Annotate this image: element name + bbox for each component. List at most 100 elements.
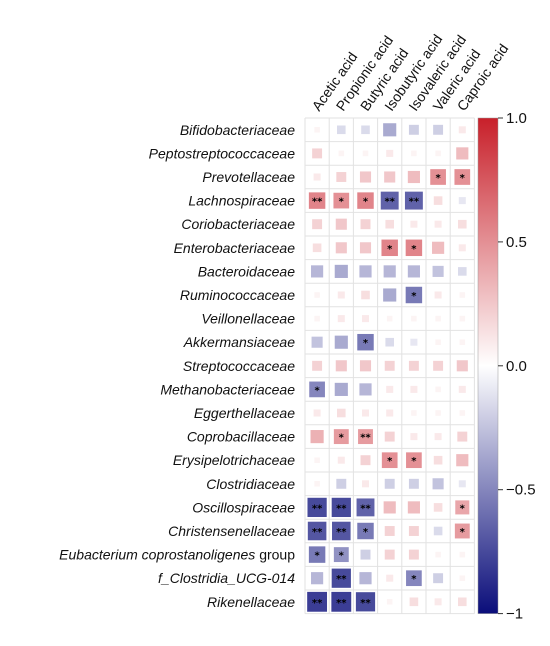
heatmap-cell xyxy=(384,478,395,489)
heatmap-cell xyxy=(314,292,320,298)
significance-label: ** xyxy=(312,197,323,208)
significance-label: * xyxy=(411,244,417,255)
heatmap-cell xyxy=(383,501,396,514)
heatmap-cell xyxy=(331,568,351,588)
significance-label: ** xyxy=(384,197,395,208)
heatmap-cell xyxy=(383,265,396,278)
row-label: Peptostreptococcaceae xyxy=(149,145,296,161)
row-label: Eggerthellaceae xyxy=(194,405,295,421)
heatmap-cell xyxy=(432,478,444,490)
heatmap-cell xyxy=(454,523,470,539)
heatmap-cell xyxy=(357,192,374,209)
heatmap-cell xyxy=(410,433,418,441)
row-label: Akkermansiaceae xyxy=(183,334,295,350)
heatmap-cell xyxy=(381,452,398,469)
heatmap-cell xyxy=(384,549,395,560)
heatmap-cell xyxy=(337,291,345,299)
significance-label: * xyxy=(460,173,466,184)
colorbar-gradient xyxy=(477,117,499,614)
heatmap-cell xyxy=(311,572,324,585)
heatmap-cell xyxy=(430,169,446,185)
heatmap-cell xyxy=(361,125,370,135)
heatmap-cell xyxy=(311,336,323,348)
heatmap-cell xyxy=(337,315,345,323)
heatmap-cell xyxy=(454,169,471,185)
row-label: Coprobacillaceae xyxy=(187,429,295,445)
heatmap-cell xyxy=(313,173,321,181)
heatmap-cell xyxy=(360,219,371,230)
heatmap-cell xyxy=(410,220,418,228)
significance-label: ** xyxy=(336,598,347,609)
heatmap-cell xyxy=(357,522,374,540)
row-label: Lachnospiraceae xyxy=(188,193,295,209)
heatmap-cell xyxy=(407,265,420,278)
heatmap-cell xyxy=(406,452,422,469)
row-label: Erysipelotrichaceae xyxy=(173,452,295,468)
heatmap-cell xyxy=(360,455,371,466)
heatmap-cell xyxy=(435,150,441,157)
heatmap-cell xyxy=(332,521,351,541)
heatmap-cell xyxy=(459,410,466,416)
significance-label: ** xyxy=(360,598,371,609)
heatmap-cell xyxy=(333,192,350,209)
colorbar: 1.0 0.5 0.0 −0.5 −1 xyxy=(477,110,536,623)
heatmap-cell xyxy=(459,292,466,298)
significance-label: ** xyxy=(312,598,323,609)
heatmap-cell xyxy=(385,219,394,229)
row-label: Prevotellaceae xyxy=(202,169,295,185)
significance-label: ** xyxy=(312,527,323,538)
heatmap-cell xyxy=(458,197,466,205)
row-label: Oscillospiraceae xyxy=(192,499,295,515)
heatmap-cell xyxy=(384,526,395,536)
heatmap-cell xyxy=(433,526,443,536)
heatmap-cell xyxy=(359,171,372,183)
heatmap-cell xyxy=(331,497,351,518)
heatmap-cell xyxy=(408,124,419,135)
significance-label: ** xyxy=(312,503,323,514)
heatmap-cell xyxy=(360,549,371,560)
heatmap-cell xyxy=(313,409,321,417)
heatmap-cell xyxy=(432,265,444,277)
heatmap-cell xyxy=(337,125,346,135)
heatmap-cell xyxy=(337,408,346,418)
heatmap-cell xyxy=(359,242,372,254)
row-labels: Bifidobacteriaceae Peptostreptococcaceae P… xyxy=(59,122,295,610)
heatmap-cell xyxy=(337,456,345,464)
colorbar-tick-label: −1 xyxy=(506,606,523,623)
heatmap-cell xyxy=(309,381,325,398)
heatmap-cell xyxy=(386,385,394,393)
significance-label: * xyxy=(314,551,320,562)
heatmap-cell xyxy=(434,220,442,228)
heatmap-cell xyxy=(458,597,467,607)
colorbar-tick-label: −0.5 xyxy=(506,482,536,499)
colorbar-tick-label: 1.0 xyxy=(506,110,527,127)
heatmap-cell xyxy=(406,570,422,587)
heatmap-cell xyxy=(458,385,466,393)
heatmap-cell xyxy=(386,599,393,605)
heatmap-cell xyxy=(459,575,466,581)
heatmap-cell xyxy=(433,196,443,205)
significance-label: * xyxy=(363,197,369,208)
heatmap-cell xyxy=(361,315,370,323)
heatmap-cell xyxy=(458,267,467,276)
heatmap-cell xyxy=(312,243,322,253)
heatmap-cell xyxy=(411,315,417,322)
colorbar-tick-label: 0.5 xyxy=(506,234,527,251)
heatmap-cell xyxy=(435,339,441,345)
heatmap-cell xyxy=(381,239,398,257)
heatmap-cell xyxy=(408,360,419,371)
significance-label: * xyxy=(387,244,393,255)
heatmap-cell xyxy=(435,386,441,393)
heatmap-cell xyxy=(312,219,323,230)
row-label: Streptococcaceae xyxy=(183,358,295,374)
heatmap-cell xyxy=(383,123,397,137)
heatmap-cell xyxy=(435,315,441,322)
heatmap-cell xyxy=(456,360,468,372)
heatmap-cell xyxy=(314,457,320,463)
row-label: Methanobacteriaceae xyxy=(160,381,295,397)
heatmap-cell xyxy=(355,592,376,612)
heatmap-cell xyxy=(386,574,394,582)
row-label: Eubacterium coprostanoligenes group xyxy=(59,547,295,563)
